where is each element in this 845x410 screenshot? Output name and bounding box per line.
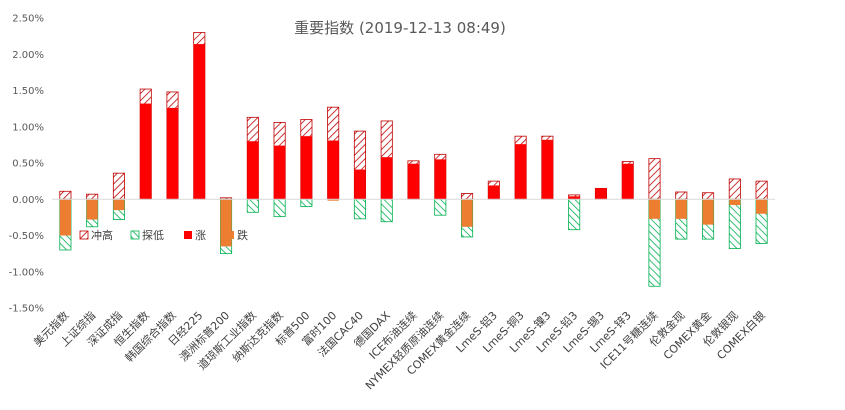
- fall-bar: [327, 199, 339, 201]
- legend-label: 涨: [195, 229, 206, 242]
- low-bar: [755, 199, 768, 244]
- fall-bar: [86, 199, 98, 220]
- fall-bar: [702, 199, 714, 225]
- y-tick-label: 1.00%: [12, 122, 44, 133]
- legend-swatch: [226, 231, 234, 239]
- y-tick-label: 1.50%: [12, 86, 44, 97]
- rise-bar: [488, 185, 500, 200]
- y-tick-label: 2.50%: [12, 14, 44, 25]
- fall-bar: [461, 199, 473, 227]
- rise-bar: [273, 145, 286, 200]
- y-tick-label: 2.00%: [12, 50, 44, 61]
- low-bar: [354, 199, 366, 219]
- chart-title: 重要指数 (2019-12-13 08:49): [294, 19, 506, 37]
- legend-swatch: [79, 230, 89, 240]
- low-bar: [434, 199, 446, 216]
- high-bar: [354, 131, 366, 200]
- rise-bar: [327, 140, 339, 200]
- low-bar: [675, 199, 687, 240]
- fall-bar: [113, 199, 125, 211]
- low-bar: [381, 199, 393, 222]
- rise-bar: [247, 141, 259, 200]
- high-bar: [755, 181, 768, 200]
- y-tick-label: -1.00%: [9, 267, 44, 278]
- high-bar: [702, 192, 714, 200]
- y-tick-label: 0.00%: [12, 195, 44, 206]
- rise-bar: [193, 44, 205, 200]
- bars: [59, 32, 768, 287]
- y-tick-label: -1.50%: [9, 304, 44, 315]
- rise-bar: [541, 139, 554, 200]
- legend-swatch: [130, 230, 140, 240]
- high-bar: [461, 193, 473, 200]
- fall-bar: [220, 199, 232, 247]
- rise-bar: [622, 163, 634, 200]
- high-bar: [220, 197, 232, 200]
- rise-bar: [568, 196, 580, 200]
- high-bar: [113, 173, 125, 200]
- fall-bar: [59, 199, 72, 236]
- low-bar: [729, 199, 741, 249]
- y-tick-label: 0.50%: [12, 159, 44, 170]
- legend-label: 探低: [142, 229, 164, 242]
- low-bar: [648, 199, 661, 287]
- rise-bar: [514, 144, 527, 200]
- y-axis: -1.50% -1.00% -0.50% 0.00% 0.50% 1.00% 1.50% 2.…: [9, 14, 44, 315]
- rise-bar: [407, 163, 420, 200]
- high-bar: [648, 158, 661, 200]
- legend-swatch: [184, 231, 192, 239]
- fall-bar: [675, 199, 687, 219]
- rise-bar: [300, 136, 313, 200]
- rise-bar: [595, 188, 607, 200]
- legend-label: 冲高: [91, 228, 113, 242]
- fall-bar: [729, 199, 741, 206]
- fall-bar: [755, 199, 768, 214]
- high-bar: [86, 194, 98, 200]
- rise-bar: [381, 157, 393, 200]
- legend: 冲高 探低 涨 跌: [79, 228, 248, 242]
- rise-bar: [434, 159, 446, 200]
- rise-bar: [166, 107, 179, 200]
- low-bar: [273, 199, 286, 217]
- low-bar: [247, 199, 259, 213]
- fall-bar: [648, 199, 661, 219]
- rise-bar: [140, 103, 152, 200]
- high-bar: [59, 191, 72, 200]
- high-bar: [729, 178, 741, 200]
- rise-bar: [354, 169, 366, 200]
- low-bar: [300, 199, 313, 207]
- legend-label: 跌: [237, 228, 248, 242]
- high-bar: [675, 192, 687, 200]
- y-tick-label: -0.50%: [9, 231, 44, 242]
- low-bar: [568, 199, 580, 230]
